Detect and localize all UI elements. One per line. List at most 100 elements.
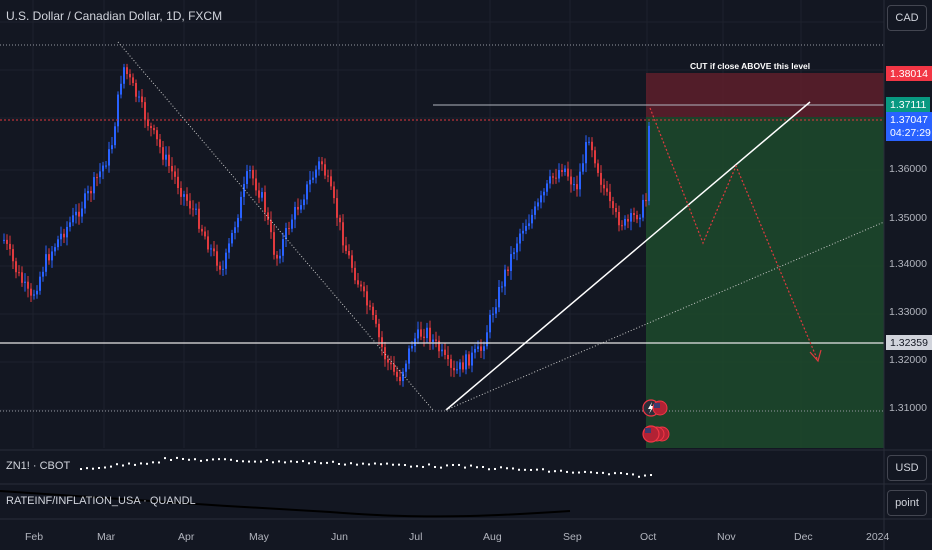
- projected-path-arrowhead: [809, 349, 822, 363]
- candle-body: [162, 147, 164, 160]
- candle-body: [387, 359, 389, 363]
- zn-point: [134, 463, 136, 466]
- zn-point: [224, 458, 226, 461]
- projected-path[interactable]: [649, 107, 819, 362]
- candle-body: [489, 314, 491, 333]
- candle-body: [414, 338, 416, 347]
- zn-point: [368, 463, 370, 466]
- zn-point: [104, 466, 106, 469]
- candle-body: [126, 67, 128, 75]
- candle-body: [468, 354, 470, 366]
- stop-zone[interactable]: [646, 73, 884, 117]
- candle-body: [150, 126, 152, 129]
- time-label: May: [249, 531, 269, 543]
- zn-point: [110, 465, 112, 468]
- candle-body: [609, 191, 611, 202]
- inflation-scale-button[interactable]: point: [887, 490, 927, 516]
- candle-body: [615, 208, 617, 212]
- price-label: 1.34000: [889, 258, 927, 270]
- candle-body: [261, 192, 263, 198]
- candle-body: [636, 214, 638, 220]
- candle-body: [300, 205, 302, 210]
- candle-body: [135, 82, 137, 97]
- candle-body: [63, 233, 65, 238]
- uptrend-line[interactable]: [445, 101, 811, 411]
- zn-scale-button[interactable]: USD: [887, 455, 927, 481]
- zn-point: [308, 462, 310, 465]
- candle-body: [108, 149, 110, 166]
- candle-body: [90, 191, 92, 194]
- candle-body: [561, 170, 563, 172]
- candle-body: [546, 183, 548, 192]
- candle-body: [426, 327, 428, 339]
- candle-body: [351, 255, 353, 268]
- candle-body: [249, 169, 251, 172]
- zn-point: [332, 460, 334, 463]
- zn-pane-label[interactable]: ZN1! · CBOT: [6, 460, 71, 472]
- zn-point: [242, 460, 244, 463]
- target-price-tag: 1.37111: [886, 97, 931, 112]
- stop-annotation: CUT if close ABOVE this level: [690, 61, 811, 71]
- last-price-tag: 1.37047 04:27:29: [886, 112, 932, 141]
- candle-body: [276, 254, 278, 259]
- candle-body: [171, 165, 173, 172]
- time-label: Apr: [178, 531, 195, 543]
- candle-body: [501, 286, 503, 288]
- candle-body: [405, 363, 407, 372]
- candle-body: [291, 219, 293, 229]
- candle-body: [36, 290, 38, 295]
- candle-body: [183, 194, 185, 197]
- candle-body: [336, 198, 338, 218]
- zn-point: [590, 471, 592, 474]
- candle-body: [516, 243, 518, 253]
- zn-point: [182, 457, 184, 460]
- candle-body: [327, 175, 329, 177]
- candle-body: [420, 329, 422, 337]
- candle-body: [432, 339, 434, 342]
- zn-point: [254, 460, 256, 463]
- currency-scale-button[interactable]: CAD: [887, 5, 927, 31]
- zn-point: [296, 460, 298, 463]
- candle-body: [513, 252, 515, 255]
- time-label: Aug: [483, 531, 502, 543]
- zn-point: [320, 462, 322, 465]
- downtrend-line[interactable]: [117, 41, 434, 411]
- long-target-zone[interactable]: [646, 117, 884, 448]
- candle-body: [438, 340, 440, 352]
- time-label: Nov: [717, 531, 736, 543]
- candle-body: [165, 154, 167, 160]
- zn-point: [260, 460, 262, 463]
- zn-point: [302, 460, 304, 463]
- candle-body: [252, 169, 254, 179]
- candle-body: [117, 94, 119, 127]
- candle-body: [444, 349, 446, 355]
- candle-body: [78, 211, 80, 217]
- candle-body: [174, 171, 176, 177]
- symbol-title[interactable]: U.S. Dollar / Canadian Dollar, 1D, FXCM: [6, 9, 223, 23]
- time-label: Jun: [331, 531, 348, 543]
- candle-body: [627, 218, 629, 222]
- candle-body: [6, 239, 8, 244]
- event-icons[interactable]: [642, 399, 670, 443]
- zn-point: [644, 474, 646, 477]
- zn-point: [506, 467, 508, 470]
- candle-body: [231, 233, 233, 244]
- candle-body: [591, 141, 593, 151]
- candle-body: [288, 228, 290, 230]
- candle-body: [558, 170, 560, 179]
- candle-body: [567, 168, 569, 177]
- candle-body: [192, 208, 194, 210]
- candle-body: [204, 231, 206, 237]
- candle-body: [186, 194, 188, 201]
- zn-point: [614, 472, 616, 475]
- candle-body: [237, 217, 239, 228]
- candle-body: [480, 346, 482, 351]
- inflation-pane-label[interactable]: RATEINF/INFLATION_USA · QUANDL: [6, 495, 196, 507]
- candle-body: [606, 188, 608, 192]
- zn-point: [464, 466, 466, 469]
- zn-point: [578, 471, 580, 474]
- candle-body: [30, 288, 32, 296]
- zn-point: [272, 461, 274, 464]
- candle-body: [492, 313, 494, 315]
